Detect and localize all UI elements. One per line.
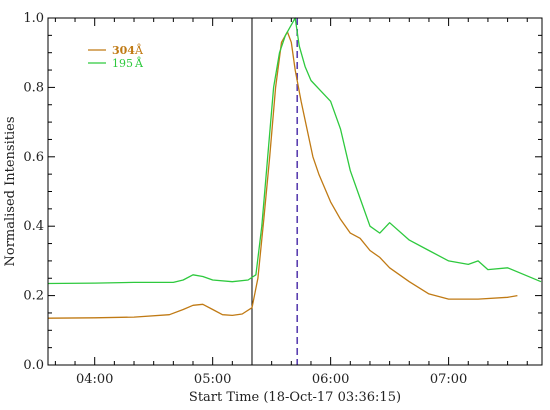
series-line-195	[47, 17, 542, 285]
y-tick-label: 0.6	[23, 150, 44, 165]
legend-unit-195: Å	[134, 56, 144, 70]
y-tick-label: 0.0	[23, 358, 44, 373]
legend-label-195: 195	[112, 57, 133, 70]
y-tick-label: 0.2	[23, 289, 44, 304]
x-tick-label: 05:00	[194, 372, 231, 387]
y-axis-label: Normalised Intensities	[3, 116, 18, 266]
legend-unit-304: Å	[134, 43, 144, 57]
axes: 0.0 0.2 0.4 0.6 0.8 1.0 04:00 05:00 06:00 07:00	[23, 11, 542, 387]
x-tick-label: 06:00	[312, 372, 349, 387]
x-tick-label: 07:00	[430, 372, 467, 387]
legend-label-304: 304	[112, 44, 135, 57]
y-tick-label: 0.4	[23, 219, 44, 234]
plot-area	[47, 17, 542, 365]
x-tick-label: 04:00	[76, 372, 113, 387]
x-axis-label: Start Time (18-Oct-17 03:36:15)	[189, 390, 401, 405]
y-tick-label: 0.8	[23, 80, 44, 95]
y-tick-label: 1.0	[23, 11, 44, 26]
series-line-304	[47, 31, 518, 319]
